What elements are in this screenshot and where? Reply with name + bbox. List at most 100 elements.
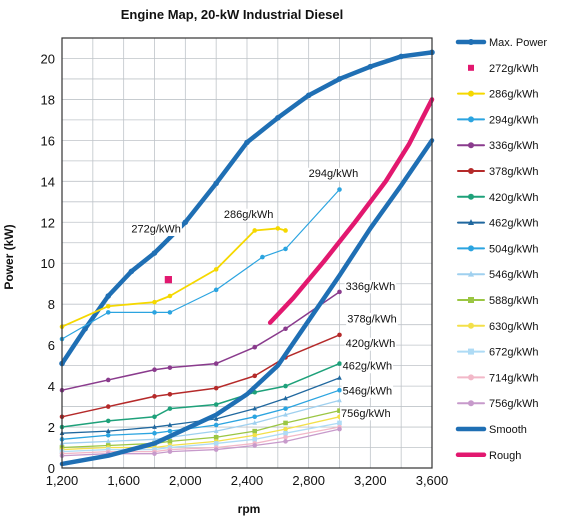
annotation-bg — [222, 208, 275, 222]
y-tick-label: 0 — [48, 461, 55, 476]
y-tick-label: 14 — [41, 174, 55, 189]
series-line — [61, 422, 341, 453]
series-714g-kwh — [59, 424, 342, 456]
series-294g-kwh — [59, 187, 342, 342]
data-point — [152, 436, 157, 442]
data-point — [283, 430, 288, 436]
data-point — [105, 303, 111, 309]
data-point — [283, 426, 288, 432]
data-point — [105, 310, 111, 315]
x-tick-label: 2,000 — [169, 473, 202, 488]
series-line — [59, 50, 435, 366]
data-point — [252, 344, 258, 350]
legend-item: 756g/kWh — [457, 398, 539, 410]
annotation-label: 286g/kWh — [224, 209, 274, 221]
legend-label: 286g/kWh — [489, 89, 539, 101]
legend-label: 420g/kWh — [489, 192, 539, 204]
legend-label: 294g/kWh — [489, 114, 539, 126]
legend-swatch-marker — [468, 39, 474, 45]
data-point — [305, 92, 312, 99]
x-tick-label: 1,600 — [107, 473, 140, 488]
data-point — [337, 420, 342, 426]
data-point — [167, 428, 173, 434]
data-point — [244, 139, 250, 146]
data-point — [213, 402, 219, 407]
legend-swatch-marker — [468, 168, 474, 174]
data-point — [167, 391, 173, 397]
data-point — [337, 361, 342, 366]
data-point — [252, 443, 258, 448]
legend-swatch-marker — [468, 400, 474, 407]
data-point — [252, 437, 258, 442]
series-layer — [59, 49, 435, 467]
annotation-bg — [340, 407, 392, 421]
legend-item: 286g/kWh — [457, 89, 539, 101]
legend-swatch-marker — [468, 348, 474, 355]
legend-swatch-marker — [468, 64, 474, 71]
legend-item: 588g/kWh — [457, 295, 539, 307]
y-tick-label: 12 — [41, 215, 55, 230]
data-point — [167, 293, 173, 299]
data-point — [213, 441, 219, 446]
legend-label: 272g/kWh — [489, 63, 539, 75]
legend-swatch-marker — [468, 193, 474, 200]
data-point — [283, 411, 288, 417]
legend-item: 294g/kWh — [457, 114, 539, 126]
legend-label: 756g/kWh — [489, 398, 539, 410]
legend-swatch-marker — [468, 322, 474, 329]
data-point — [252, 420, 258, 425]
series-286g-kwh — [59, 226, 288, 330]
annotation-label: 420g/kWh — [346, 338, 396, 350]
data-point — [105, 438, 111, 444]
series-line — [61, 188, 341, 340]
annotation-bg — [346, 313, 398, 327]
legend-item: 272g/kWh — [468, 63, 539, 75]
data-point — [167, 449, 173, 454]
annotation-bg — [344, 280, 397, 294]
data-point — [337, 397, 342, 403]
data-point — [213, 267, 219, 272]
data-point — [152, 430, 157, 436]
data-point — [213, 422, 219, 428]
data-point — [152, 414, 157, 420]
y-tick-label: 2 — [48, 420, 55, 435]
legend-item: Rough — [455, 450, 521, 462]
data-point — [82, 325, 88, 332]
chart-title: Engine Map, 20-kW Industrial Diesel — [121, 7, 344, 22]
data-point — [283, 439, 288, 444]
data-point — [213, 447, 219, 452]
series-line — [61, 291, 341, 391]
annotations: 272g/kWh 286g/kWh 294g/kWh 336g/kWh 378g/kWh… — [130, 167, 398, 421]
annotation-label: 378g/kWh — [347, 314, 397, 326]
data-point — [283, 395, 288, 401]
annotation-label: 336g/kWh — [346, 281, 396, 293]
legend-label: 672g/kWh — [489, 347, 539, 359]
data-point — [337, 408, 342, 413]
legend-swatch-marker — [468, 142, 474, 149]
x-tick-label: 3,600 — [416, 473, 449, 488]
data-point — [105, 428, 111, 433]
data-point — [152, 367, 157, 373]
data-point — [213, 180, 219, 187]
annotation-bg — [307, 167, 360, 181]
legend-swatch-marker — [468, 245, 474, 252]
data-point — [213, 428, 219, 433]
data-point — [337, 187, 342, 192]
legend-label: 336g/kWh — [489, 140, 539, 152]
series-272g-kwh — [164, 276, 172, 284]
legend-item: 462g/kWh — [457, 218, 539, 230]
data-point — [283, 326, 288, 332]
legend-label: 714g/kWh — [489, 372, 539, 384]
series-630g-kwh — [59, 414, 342, 452]
data-point — [337, 289, 342, 295]
series-max-power — [59, 49, 435, 367]
legend-swatch-marker — [468, 374, 474, 381]
data-point — [152, 394, 157, 399]
data-point — [337, 332, 342, 338]
legend-swatch-marker — [468, 270, 474, 277]
data-point — [105, 377, 111, 383]
series-line — [61, 416, 341, 451]
data-point — [164, 276, 172, 284]
series-line — [61, 377, 341, 434]
